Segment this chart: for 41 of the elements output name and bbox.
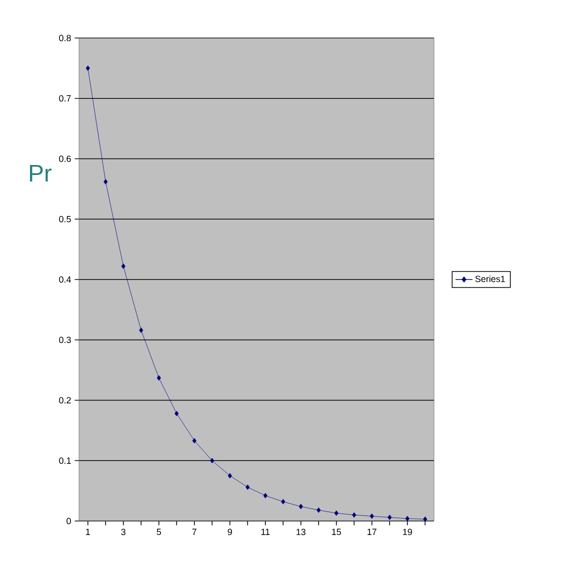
x-tick-label: 19 [403,528,412,536]
point [228,473,232,478]
x-tick-label: 17 [368,528,376,535]
point [388,514,392,520]
y-tick-label: 0.7 [59,95,71,102]
x-tick-label: 11 [261,528,270,535]
point [174,410,179,416]
point [121,264,126,269]
y-tick-label: 0.4 [59,276,71,283]
point [192,438,196,444]
point [334,510,338,516]
point [139,328,144,333]
point [298,504,303,510]
point [423,516,428,522]
y-tick-label: 0.5 [59,216,71,222]
point [405,516,410,522]
x-tick-label: 3 [121,528,126,536]
x-tick-label: 9 [228,528,232,536]
point [370,513,374,519]
y-tick-label: 0.3 [59,336,71,344]
x-tick-label: 5 [156,528,161,536]
x-tick-label: 1 [86,528,90,535]
y-tick-label: 0.2 [59,397,71,404]
y-tick-label: 0 [66,518,71,524]
y-tick-label: 0.6 [59,156,71,162]
y-axis-title: Pr [30,165,52,182]
y-tick-label: 0.1 [59,457,71,464]
point [246,484,250,490]
y-tick-label: 0.8 [59,34,71,42]
legend-label: Series1 [475,276,505,282]
point [263,492,268,498]
point [104,179,108,184]
point [316,507,321,513]
point [156,375,161,381]
point [210,458,214,464]
x-tick-label: 13 [296,528,306,536]
point [352,512,356,518]
x-tick-label: 7 [192,528,196,535]
point [86,66,90,71]
x-tick-label: 15 [332,528,341,536]
point [281,498,286,504]
